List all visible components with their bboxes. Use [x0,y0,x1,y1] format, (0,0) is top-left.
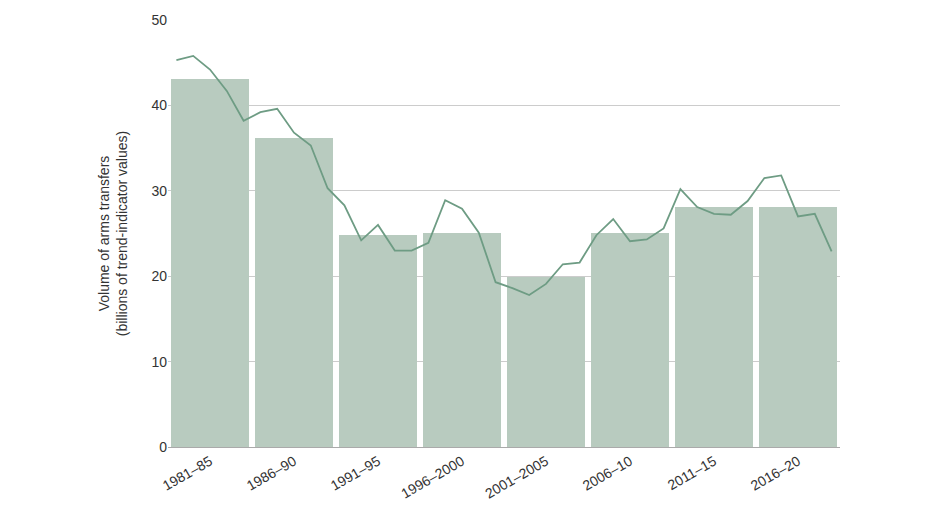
svg-text:2016–20: 2016–20 [748,453,803,494]
svg-text:2011–15: 2011–15 [665,452,719,493]
svg-text:1991–95: 1991–95 [328,453,383,494]
svg-text:2001–2005: 2001–2005 [482,452,551,501]
svg-text:1996–2000: 1996–2000 [398,452,467,501]
svg-text:20: 20 [151,268,167,284]
svg-text:40: 40 [151,97,167,113]
svg-text:1986–90: 1986–90 [244,453,299,494]
svg-text:1981–85: 1981–85 [160,453,215,494]
svg-text:30: 30 [151,183,167,199]
svg-text:50: 50 [151,12,167,28]
svg-text:Volume of arms transfers(billi: Volume of arms transfers(billions of tre… [96,131,130,336]
svg-text:10: 10 [151,354,167,370]
svg-text:0: 0 [159,439,167,455]
svg-text:2006–10: 2006–10 [580,453,635,494]
